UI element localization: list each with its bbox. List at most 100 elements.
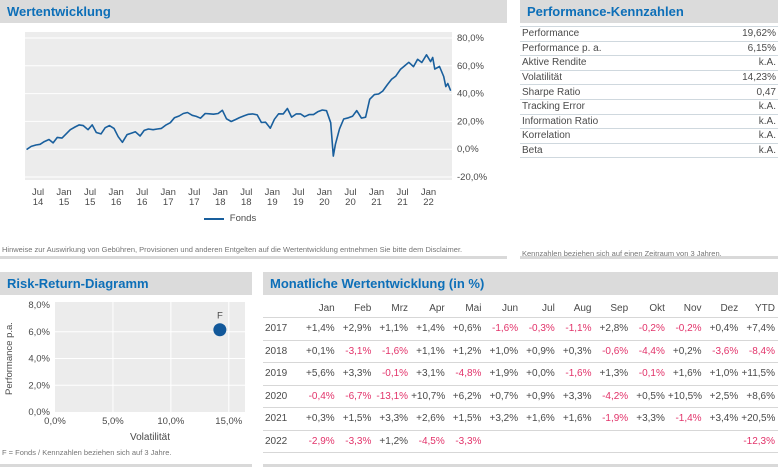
year-label: 2021	[263, 407, 301, 431]
kennzahl-row: Volatilität 14,23%	[520, 71, 778, 86]
plot-area	[55, 302, 245, 412]
monthly-value-cell: -0,2%	[631, 317, 668, 341]
monthly-value-cell: -4,5%	[411, 430, 448, 453]
monthly-value-cell	[484, 430, 522, 453]
monthly-value-cell: +0,0%	[521, 362, 558, 386]
kennzahlen-footnote: Kennzahlen beziehen sich auf einen Zeitr…	[522, 249, 722, 258]
monthly-year-row: 2018 +0,1% -3,1% -1,6% +1,1% +1,2% +1,0% +0,9% +…	[263, 340, 778, 363]
monthly-value-cell: -0,2%	[667, 317, 705, 341]
x-axis-tick-year: 20	[319, 197, 330, 208]
monthly-value-cell: +0,5%	[631, 385, 668, 408]
month-column-header: Jul	[521, 299, 558, 318]
y-axis-tick-label: 60,0%	[457, 61, 484, 72]
y-axis-tick-label: 80,0%	[457, 33, 484, 44]
y-axis-tick-label: 6,0%	[28, 327, 50, 338]
kennzahl-value: k.A.	[758, 115, 776, 127]
monthly-value-cell: -6,7%	[337, 385, 375, 408]
monthly-value-cell: -0,1%	[631, 362, 668, 386]
monthly-value-cell: -4,8%	[447, 362, 485, 386]
kennzahlen-table: Performance 19,62% Performance p. a. 6,15% A…	[520, 26, 778, 159]
fonds-line-icon	[203, 217, 224, 220]
monthly-value-cell: -1,1%	[557, 317, 595, 341]
data-point-label: F	[217, 311, 223, 322]
monthly-table-body: 2017 +1,4% +2,9% +1,1% +1,4% +0,6% -1,6% -0,3% -…	[263, 317, 778, 453]
monthly-value-cell: -1,9%	[594, 407, 632, 431]
monthly-value-cell: +1,9%	[484, 362, 522, 386]
x-axis-tick-year: 15	[59, 197, 70, 208]
monthly-value-cell: -8,4%	[741, 340, 778, 363]
month-column-header: Feb	[337, 299, 375, 318]
x-axis-tick-year: 22	[423, 197, 434, 208]
monthly-value-cell: +1,5%	[337, 407, 375, 431]
x-axis-tick-year: 18	[241, 197, 252, 208]
kennzahl-value: k.A.	[758, 57, 776, 69]
x-axis-tick-month: Jan	[56, 187, 71, 198]
monthly-value-cell: -12,3%	[741, 430, 778, 453]
monthly-value-cell: -0,6%	[594, 340, 632, 363]
monthly-value-cell: -0,4%	[301, 385, 338, 408]
monthly-value-cell: -4,2%	[594, 385, 632, 408]
monthly-value-cell: +8,6%	[741, 385, 778, 408]
monthly-value-cell: +2,8%	[594, 317, 632, 341]
monthly-value-cell: -2,9%	[301, 430, 338, 453]
x-axis-tick-month: Jan	[161, 187, 176, 198]
panel-title-wertentwicklung: Wertentwicklung	[0, 0, 507, 23]
monthly-value-cell: -3,6%	[704, 340, 742, 363]
kennzahl-row: Performance 19,62%	[520, 27, 778, 42]
panel-divider	[263, 464, 778, 467]
x-axis-tick-month: Jul	[188, 187, 200, 198]
year-label: 2017	[263, 317, 301, 341]
kennzahl-row: Beta k.A.	[520, 144, 778, 159]
x-axis-tick-year: 19	[267, 197, 278, 208]
monthly-value-cell: -0,1%	[374, 362, 412, 386]
kennzahl-row: Aktive Rendite k.A.	[520, 56, 778, 71]
monthly-header-row: Jan Feb Mrz Apr Mai Jun Jul Aug Sep Okt Nov Dez YTD	[263, 299, 778, 318]
monthly-value-cell: +1,2%	[374, 430, 412, 453]
monthly-value-cell: +0,3%	[301, 407, 338, 431]
monthly-value-cell: +1,1%	[374, 317, 412, 341]
kennzahl-value: 6,15%	[747, 42, 776, 54]
monthly-value-cell: +10,7%	[411, 385, 448, 408]
monthly-value-cell: -3,3%	[337, 430, 375, 453]
y-axis-tick-label: 0,0%	[457, 144, 479, 155]
monthly-value-cell: +1,6%	[557, 407, 595, 431]
x-axis-tick-year: 17	[163, 197, 174, 208]
kennzahl-value: k.A.	[758, 130, 776, 142]
x-axis-tick-label: 5,0%	[102, 416, 124, 427]
monthly-year-row: 2020 -0,4% -6,7% -13,1% +10,7% +6,2% +0,7% +0,9…	[263, 385, 778, 408]
kennzahl-row: Korrelation k.A.	[520, 129, 778, 144]
monthly-year-row: 2022 -2,9% -3,3% +1,2% -4,5% -3,3% -12,3%	[263, 430, 778, 453]
x-axis-tick-year: 20	[345, 197, 356, 208]
kennzahl-label: Beta	[522, 145, 543, 157]
plot-area	[25, 32, 452, 180]
monthly-value-cell: +1,0%	[704, 362, 742, 386]
x-axis-tick-month: Jul	[292, 187, 304, 198]
x-axis-tick-year: 21	[371, 197, 382, 208]
x-axis-tick-month: Jan	[369, 187, 384, 198]
monthly-value-cell: -3,1%	[337, 340, 375, 363]
fonds-series-line	[26, 53, 452, 157]
monthly-value-cell: +0,7%	[484, 385, 522, 408]
monthly-value-cell: +0,1%	[301, 340, 338, 363]
monthly-value-cell: -1,6%	[557, 362, 595, 386]
x-axis-tick-year: 21	[397, 197, 408, 208]
monthly-value-cell: -1,6%	[484, 317, 522, 341]
monthly-value-cell: +1,3%	[594, 362, 632, 386]
panel-title-risk-return: Risk-Return-Diagramm	[0, 272, 252, 295]
y-axis-tick-label: 2,0%	[28, 380, 50, 391]
y-axis-tick-label: 20,0%	[457, 116, 484, 127]
month-column-header: Okt	[631, 299, 668, 318]
monthly-value-cell: -13,1%	[374, 385, 412, 408]
monthly-value-cell: +20,5%	[741, 407, 778, 431]
monthly-value-cell: +0,9%	[521, 340, 558, 363]
monthly-year-row: 2017 +1,4% +2,9% +1,1% +1,4% +0,6% -1,6% -0,3% -…	[263, 317, 778, 341]
panel-divider	[0, 256, 507, 259]
monthly-value-cell: +5,6%	[301, 362, 338, 386]
monthly-value-cell: +3,2%	[484, 407, 522, 431]
monthly-value-cell: +0,9%	[521, 385, 558, 408]
monthly-value-cell: +0,4%	[704, 317, 742, 341]
month-column-header: Dez	[704, 299, 742, 318]
x-axis-tick-label: 0,0%	[44, 416, 66, 427]
panel-risk-return: Risk-Return-Diagramm 0,0% 2,0% 4,0% 6,0% 8,0…	[0, 272, 252, 467]
